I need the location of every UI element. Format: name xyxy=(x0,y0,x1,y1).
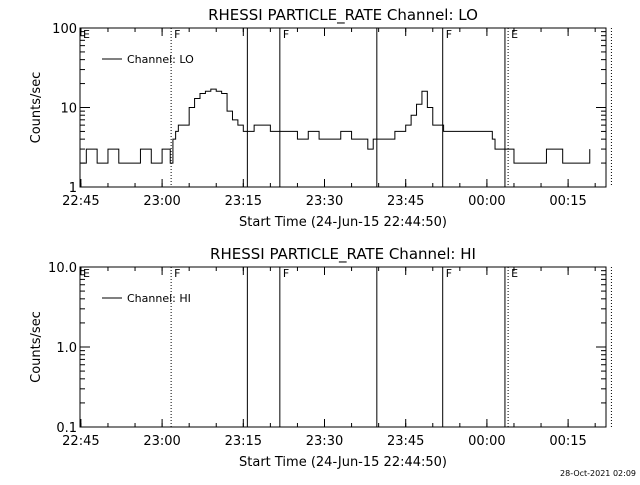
plot-frame xyxy=(79,266,607,428)
chart-title: RHESSI PARTICLE_RATE Channel: HI xyxy=(210,245,476,264)
event-flag-label: F xyxy=(283,267,289,280)
x-tick-label: 23:15 xyxy=(225,194,262,209)
x-tick-label: 22:45 xyxy=(62,194,99,209)
event-flag-label: E xyxy=(511,28,518,41)
event-flag-label: F xyxy=(446,28,452,41)
y-axis-label: Counts/sec xyxy=(29,72,44,144)
event-flag-label: F xyxy=(446,267,452,280)
footer-timestamp: 28-Oct-2021 02:09 xyxy=(560,469,636,478)
y-tick-label: 1.0 xyxy=(56,341,77,356)
x-axis-label: Start Time (24-Jun-15 22:44:50) xyxy=(239,455,447,470)
x-tick-label: 23:30 xyxy=(306,194,343,209)
x-tick-label: 00:15 xyxy=(549,434,586,449)
x-tick-label: 23:00 xyxy=(143,194,180,209)
y-tick-label: 1 xyxy=(69,181,77,196)
event-flag-label: F xyxy=(283,28,289,41)
x-tick-label: 23:00 xyxy=(143,434,180,449)
legend-label: Channel: LO xyxy=(127,53,194,66)
legend-label: Channel: HI xyxy=(127,292,191,305)
x-tick-label: 23:45 xyxy=(387,434,424,449)
x-tick-label: 23:30 xyxy=(306,434,343,449)
x-tick-label: 00:00 xyxy=(468,194,505,209)
event-flag-label: F xyxy=(174,267,180,280)
y-tick-label: 10 xyxy=(60,102,77,117)
event-flag-label: E xyxy=(83,28,90,41)
x-tick-label: 23:15 xyxy=(225,434,262,449)
y-tick-label: 10.0 xyxy=(48,261,77,276)
x-tick-label: 00:00 xyxy=(468,434,505,449)
event-flag-label: E xyxy=(83,267,90,280)
x-axis-label: Start Time (24-Jun-15 22:44:50) xyxy=(239,215,447,230)
event-flag-label: E xyxy=(511,267,518,280)
x-tick-label: 23:45 xyxy=(387,194,424,209)
series-line xyxy=(80,88,591,164)
x-tick-label: 00:15 xyxy=(549,194,586,209)
y-axis-label: Counts/sec xyxy=(29,311,44,383)
chart-title: RHESSI PARTICLE_RATE Channel: LO xyxy=(208,6,478,25)
y-tick-label: 100 xyxy=(52,22,77,37)
event-flag-label: F xyxy=(174,28,180,41)
x-tick-label: 22:45 xyxy=(62,434,99,449)
y-tick-label: 0.1 xyxy=(56,421,77,436)
